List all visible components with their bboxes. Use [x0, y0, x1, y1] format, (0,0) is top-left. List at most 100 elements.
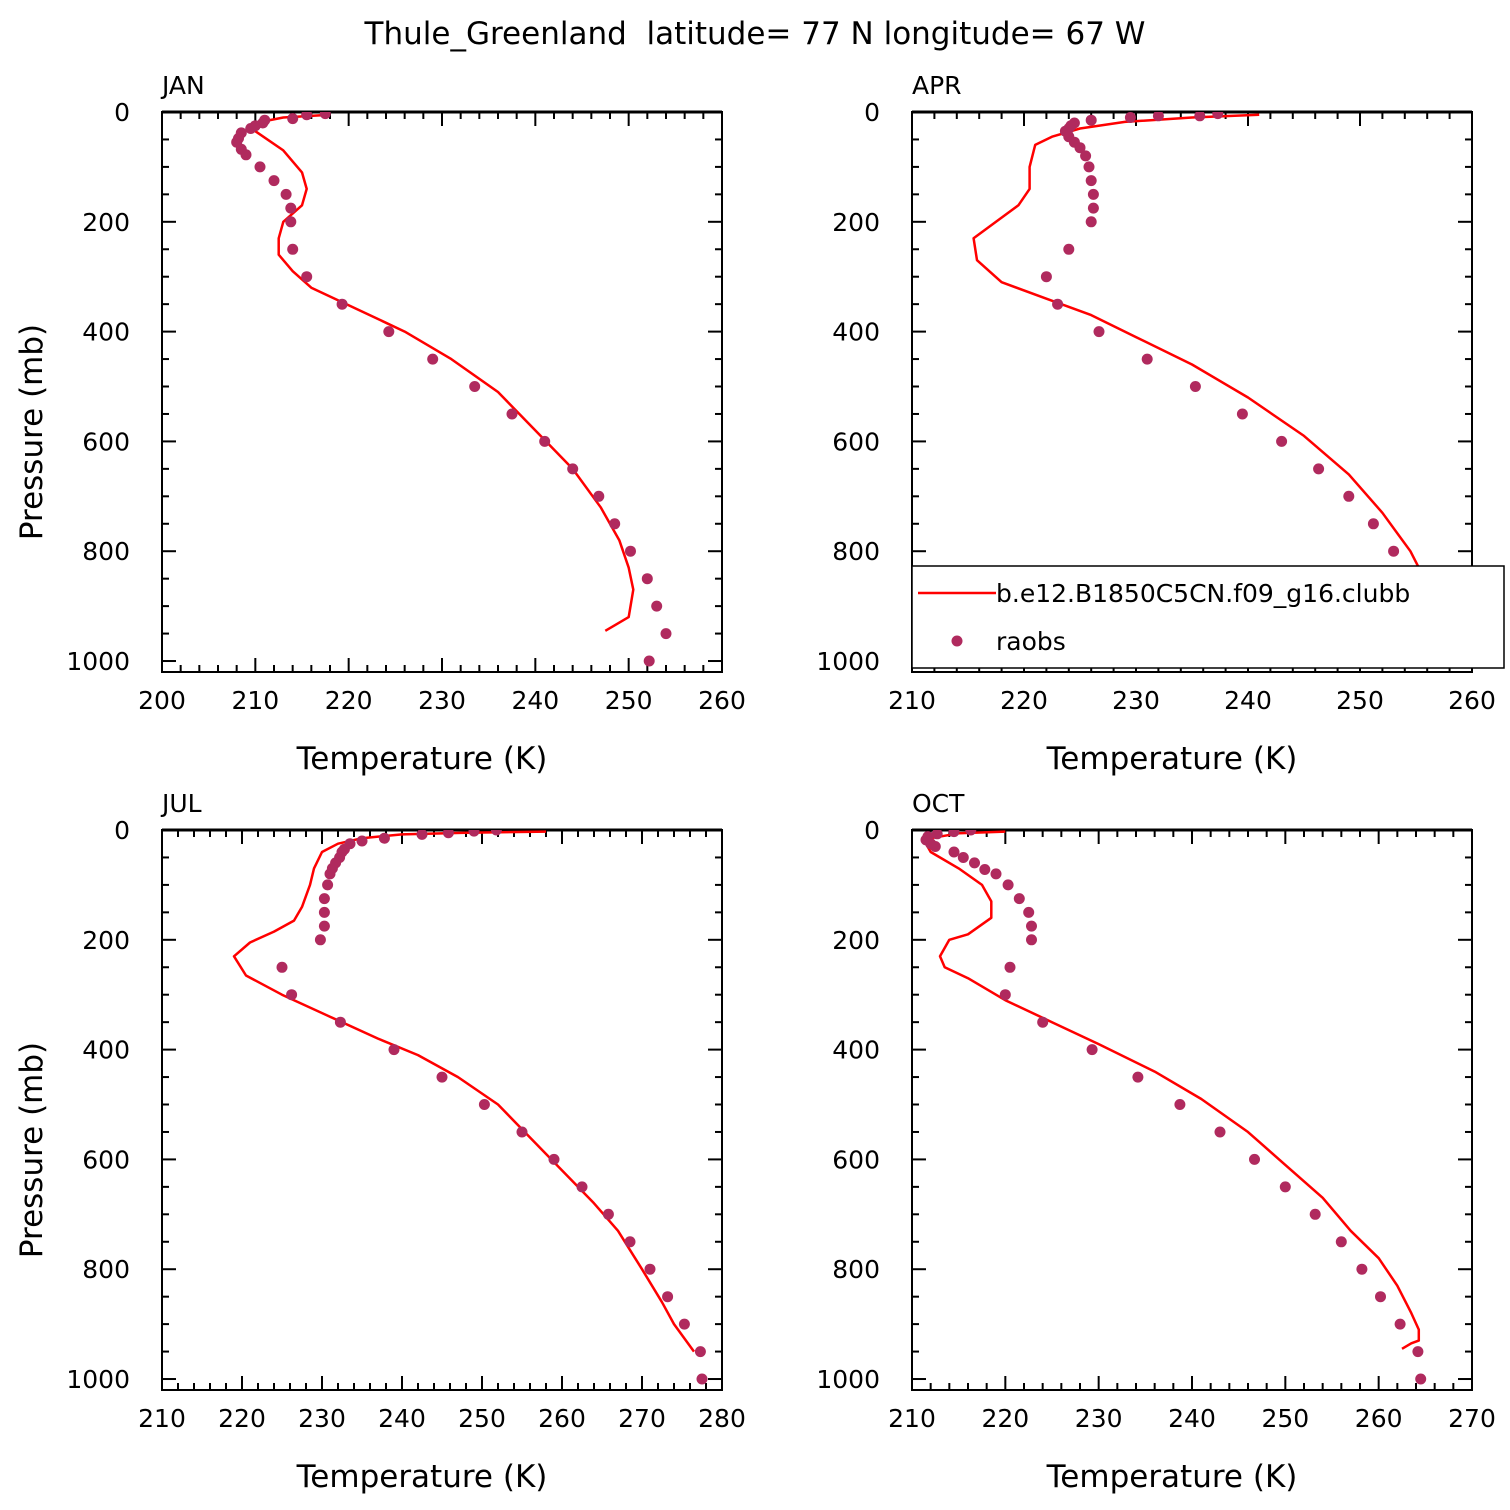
panel-oct-raobs-point: [1249, 1153, 1260, 1165]
panel-jan-raobs-point: [301, 271, 313, 283]
panel-oct-raobs-point: [1394, 1318, 1406, 1330]
panel-jan-raobs-point: [593, 490, 605, 502]
panel-apr-x-tick-label: 210: [888, 686, 936, 715]
panel-jan-x-tick-label: 200: [138, 686, 186, 715]
figure-title: Thule_Greenland latitude= 77 N longitude…: [364, 16, 1146, 52]
panel-oct-raobs-point: [965, 830, 977, 836]
panel-jul-plot-frame: [161, 829, 723, 1391]
panel-apr-raobs-point: [1343, 490, 1355, 502]
panel-jul-raobs-point: [318, 906, 330, 918]
panel-jul-data: [232, 830, 708, 1385]
panel-oct-x-tick-label: 270: [1448, 1404, 1496, 1433]
panel-apr: 210 220 230 240 250 260 0 200 400 600 800 1000 APR Te…: [816, 71, 1495, 777]
panel-oct-raobs-point: [1013, 893, 1025, 905]
panel-oct-raobs-point: [1335, 1236, 1347, 1248]
panel-jul-raobs-point: [478, 1099, 490, 1110]
panel-jul-raobs-point: [548, 1153, 560, 1165]
panel-jul-raobs-point: [662, 1291, 674, 1303]
panel-jan-raobs-point: [240, 149, 252, 161]
panel-oct-raobs-point: [1412, 1346, 1424, 1358]
panel-oct-plot-frame: [911, 829, 1473, 1391]
panel-oct-raobs-point: [990, 868, 1002, 880]
panel-jul-x-tick-label: 280: [698, 1404, 746, 1433]
panel-jan-raobs-point: [383, 326, 395, 338]
panel-jul-raobs-point: [576, 1181, 588, 1193]
panel-jul-raobs-point: [356, 835, 368, 847]
panel-apr-raobs-point: [1212, 112, 1224, 120]
panel-apr-raobs-point: [1063, 243, 1075, 255]
panel-apr-raobs-point: [1074, 142, 1086, 154]
panel-jul-raobs-point: [696, 1373, 708, 1385]
panel-oct-raobs-point: [948, 846, 960, 858]
panel-oct-model-line: [924, 830, 1421, 1350]
panel-oct-x-tick-label: 250: [1261, 1404, 1309, 1433]
panel-oct-raobs-point: [1415, 1373, 1427, 1385]
legend-obs-label: raobs: [996, 627, 1066, 656]
panel-jan-raobs-point: [285, 216, 297, 228]
panel-oct-raobs-point: [979, 864, 991, 875]
panel-jan-raobs-point: [285, 202, 297, 214]
panel-jan-raobs-point: [254, 161, 266, 173]
panel-jul-x-tick-label: 220: [218, 1404, 266, 1433]
panel-jul-raobs-point: [678, 1318, 690, 1330]
panel-jan-x-tick-label: 260: [698, 686, 746, 715]
panel-jan-raobs-point: [268, 175, 280, 187]
panel-jan-raobs-point: [625, 545, 636, 557]
panel-oct-y-tick-label: 600: [832, 1145, 880, 1174]
panel-jul-raobs-point: [378, 832, 390, 844]
panel-oct-x-tick-label: 210: [888, 1404, 936, 1433]
panel-apr-data: [972, 112, 1447, 667]
panel-jul: 210 220 230 240 250 260 270 280 0 200 400 600 800 100…: [14, 789, 746, 1495]
panel-jul-x-tick-label: 260: [538, 1404, 586, 1433]
panel-jan-x-tick-label: 250: [605, 686, 653, 715]
panel-apr-raobs-point: [1276, 435, 1288, 447]
panel-jan-label: JAN: [160, 71, 205, 100]
panel-apr-x-tick-label: 230: [1112, 686, 1160, 715]
panel-oct-raobs-point: [1279, 1181, 1291, 1193]
legend-obs-swatch: [951, 635, 963, 647]
panel-jul-raobs-point: [388, 1044, 400, 1056]
panel-apr-raobs-point: [1085, 114, 1097, 126]
panel-oct-raobs-point: [1356, 1263, 1368, 1275]
panel-jul-y-tick-label: 0: [114, 816, 130, 845]
panel-oct-raobs-point: [1026, 934, 1037, 946]
panel-apr-y-tick-label: 400: [832, 318, 880, 347]
panel-oct-raobs-point: [1004, 961, 1016, 973]
panel-jan-x-tick-label: 230: [418, 686, 466, 715]
panel-jan-y-tick-label: 0: [114, 98, 130, 127]
panel-apr-x-axis-label: Temperature (K): [1046, 741, 1298, 777]
panel-jan-raobs-point: [280, 188, 292, 200]
panel-oct-label: OCT: [912, 789, 965, 818]
panel-oct-raobs-point: [931, 830, 943, 840]
panel-jul-raobs-point: [318, 920, 330, 932]
panel-jan-raobs-point: [301, 112, 313, 121]
panel-apr-model-line: [972, 113, 1429, 627]
panel-jan-raobs-point: [651, 600, 663, 612]
panel-apr-raobs-point: [1087, 188, 1099, 200]
panel-jan-raobs-point: [539, 435, 551, 447]
panel-jan-raobs-point: [641, 573, 653, 585]
panel-apr-raobs-point: [1194, 112, 1206, 122]
panel-oct-raobs-point: [948, 830, 960, 838]
panel-oct-raobs-point: [1086, 1044, 1098, 1056]
panel-jul-raobs-point: [624, 1236, 636, 1248]
panel-apr-y-tick-label: 200: [832, 208, 880, 237]
panel-oct-raobs-point: [1002, 879, 1014, 891]
panel-jul-y-tick-label: 200: [82, 926, 130, 955]
panel-jan-y-tick-label: 800: [82, 537, 130, 566]
panel-oct-x-tick-label: 230: [1075, 1404, 1123, 1433]
panel-jul-raobs-point: [314, 934, 326, 946]
panel-apr-label: APR: [912, 71, 962, 100]
panel-jan-x-tick-label: 240: [511, 686, 559, 715]
panel-apr-y-tick-label: 1000: [816, 647, 880, 676]
panel-jan-raobs-point: [609, 518, 621, 530]
panel-jan-raobs-point: [643, 655, 655, 667]
panel-jul-label: JUL: [160, 789, 202, 818]
panel-oct-raobs-point: [1023, 906, 1035, 918]
panel-jul-x-axis-label: Temperature (K): [296, 1459, 548, 1495]
panel-apr-raobs-point: [1141, 353, 1153, 365]
panel-jul-raobs-point: [286, 989, 298, 1001]
panel-oct-y-tick-label: 400: [832, 1036, 880, 1065]
panel-jul-raobs-point: [468, 830, 480, 837]
